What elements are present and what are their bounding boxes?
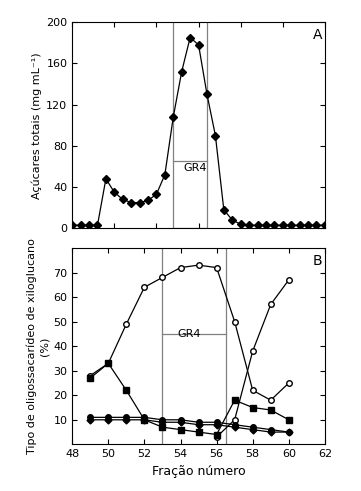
Text: GR4: GR4 [178, 329, 201, 339]
Y-axis label: Tipo de oligossacarídeo de xiloglucano
(%): Tipo de oligossacarídeo de xiloglucano (… [27, 238, 49, 454]
Text: A: A [313, 28, 322, 42]
X-axis label: Fração número: Fração número [152, 465, 245, 478]
Text: B: B [313, 254, 322, 268]
Text: GR4: GR4 [183, 164, 207, 173]
Y-axis label: Açúcares totais (mg mL⁻¹): Açúcares totais (mg mL⁻¹) [31, 52, 42, 198]
